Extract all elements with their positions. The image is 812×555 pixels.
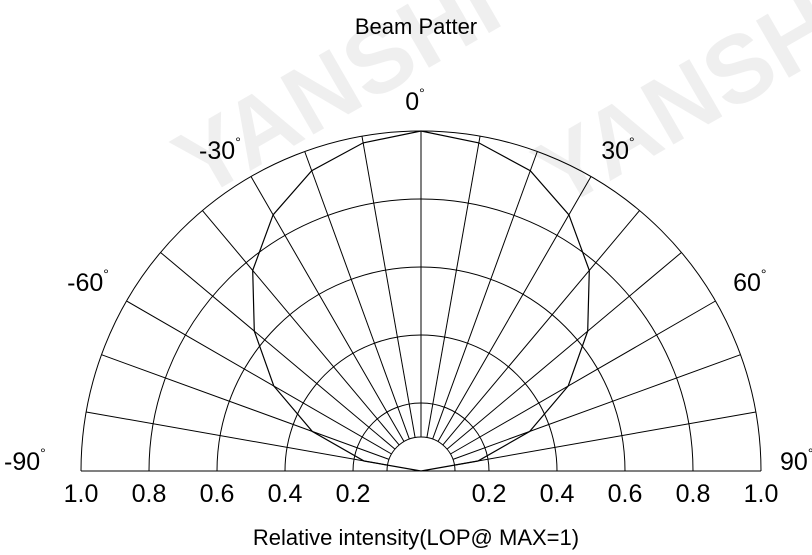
grid-spoke bbox=[437, 176, 592, 442]
grid-spoke bbox=[202, 210, 400, 446]
angle-label: 90° bbox=[780, 445, 812, 476]
series-line bbox=[252, 130, 590, 472]
grid-spoke bbox=[361, 136, 416, 438]
grid-spoke bbox=[442, 210, 640, 446]
radial-tick-label: 0.2 bbox=[336, 480, 371, 508]
radial-tick-label: 0.8 bbox=[676, 480, 711, 508]
radial-tick-label: 0.6 bbox=[608, 480, 643, 508]
grid-spoke bbox=[160, 252, 396, 450]
angle-label: -30° bbox=[199, 134, 241, 165]
watermark-text: YANSHI bbox=[517, 0, 812, 228]
grid-spoke bbox=[426, 136, 481, 438]
grid-spoke bbox=[454, 411, 756, 466]
angle-label: 30° bbox=[601, 134, 634, 165]
grid-spoke bbox=[126, 300, 392, 455]
watermark: YANSHI YANSHI bbox=[157, 0, 812, 228]
grid-spoke bbox=[450, 300, 716, 455]
radial-tick-label: 0.8 bbox=[132, 480, 167, 508]
radial-tick-label: 0.4 bbox=[268, 480, 303, 508]
x-axis-label: Relative intensity(LOP@ MAX=1) bbox=[253, 525, 579, 550]
grid-spoke bbox=[304, 151, 410, 440]
chart-title: Beam Patter bbox=[355, 14, 477, 39]
grid-spoke bbox=[101, 354, 390, 460]
angle-labels: -90° -60° -30° 0° 30° 60° 90° bbox=[4, 85, 812, 476]
grid-spoke bbox=[86, 411, 388, 466]
grid-spoke bbox=[432, 151, 538, 440]
grid-spoke bbox=[446, 252, 682, 450]
polar-grid bbox=[80, 130, 762, 472]
angle-label: 0° bbox=[405, 85, 425, 116]
grid-spoke bbox=[250, 176, 405, 442]
radial-tick-label: 0.6 bbox=[200, 480, 235, 508]
angle-label: 60° bbox=[733, 266, 766, 297]
radial-tick-label: 0.4 bbox=[540, 480, 575, 508]
grid-spoke bbox=[452, 354, 741, 460]
angle-label: -90° bbox=[4, 445, 46, 476]
angle-label: -60° bbox=[67, 266, 109, 297]
radial-tick-label: 1.0 bbox=[744, 480, 779, 508]
series-layer bbox=[252, 130, 590, 472]
radial-tick-label: 0.2 bbox=[472, 480, 507, 508]
radial-tick-labels: 1.0 0.8 0.6 0.4 0.2 0.2 0.4 0.6 0.8 1.0 bbox=[64, 480, 779, 508]
radial-tick-label: 1.0 bbox=[64, 480, 99, 508]
